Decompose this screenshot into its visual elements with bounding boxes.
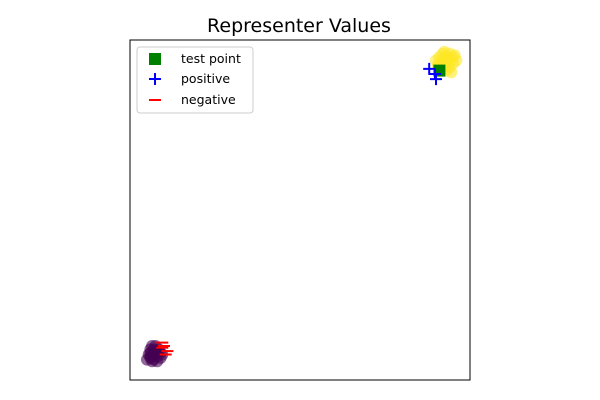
plot-area bbox=[141, 45, 463, 368]
legend-marker-test-point bbox=[149, 53, 161, 65]
positive-marker-2 bbox=[430, 73, 442, 86]
chart-title: Representer Values bbox=[207, 15, 391, 37]
legend: test point positive negative bbox=[136, 46, 254, 114]
purple-cluster-point-19 bbox=[146, 340, 159, 352]
positive-marker-1 bbox=[428, 68, 441, 80]
yellow-cluster-point-18 bbox=[445, 66, 458, 79]
yellow-cluster-point-19 bbox=[441, 52, 454, 65]
positive-marker-0 bbox=[423, 62, 436, 75]
legend-label-negative: negative bbox=[181, 92, 236, 107]
legend-box bbox=[136, 46, 254, 114]
legend-label-test-point: test point bbox=[181, 51, 241, 66]
legend-label-positive: positive bbox=[181, 71, 230, 86]
